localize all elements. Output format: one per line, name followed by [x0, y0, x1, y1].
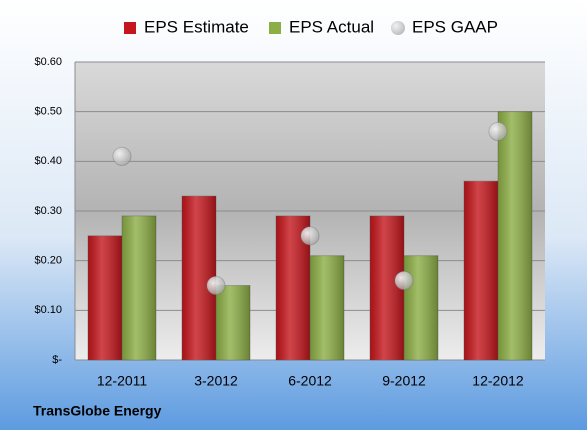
bar-shine: [88, 235, 122, 360]
legend-label: EPS Actual: [289, 17, 374, 36]
y-tick-label: $0.60: [34, 56, 62, 68]
legend-label: EPS GAAP: [412, 17, 498, 36]
point-shine: [395, 271, 413, 290]
bar-shine: [404, 255, 438, 360]
bar-shine: [216, 285, 250, 360]
legend-swatch: [124, 22, 136, 34]
y-tick-label: $0.30: [34, 205, 62, 217]
bar-shine: [122, 215, 156, 360]
x-tick-label: 6-2012: [288, 373, 332, 389]
x-tick-label: 12-2011: [97, 373, 148, 389]
y-tick-label: $0.40: [34, 155, 62, 167]
x-tick-label: 9-2012: [382, 373, 426, 389]
legend-swatch-shine: [391, 21, 405, 35]
y-tick-label: $0.20: [34, 255, 62, 267]
bar-shine: [498, 111, 532, 361]
bar-shine: [464, 181, 498, 360]
bar-shine: [310, 255, 344, 360]
x-tick-label: 12-2012: [472, 373, 524, 389]
y-tick-label: $0.50: [34, 106, 62, 118]
y-tick-label: $-: [52, 354, 62, 366]
point-shine: [489, 122, 507, 141]
footer: TransGlobe Energy: [33, 403, 162, 419]
point-shine: [113, 147, 131, 166]
point-shine: [301, 226, 319, 245]
x-tick-label: 3-2012: [194, 373, 238, 389]
legend-swatch: [269, 22, 281, 34]
point-shine: [207, 276, 225, 295]
y-tick-label: $0.10: [34, 304, 62, 316]
legend-label: EPS Estimate: [144, 17, 249, 36]
